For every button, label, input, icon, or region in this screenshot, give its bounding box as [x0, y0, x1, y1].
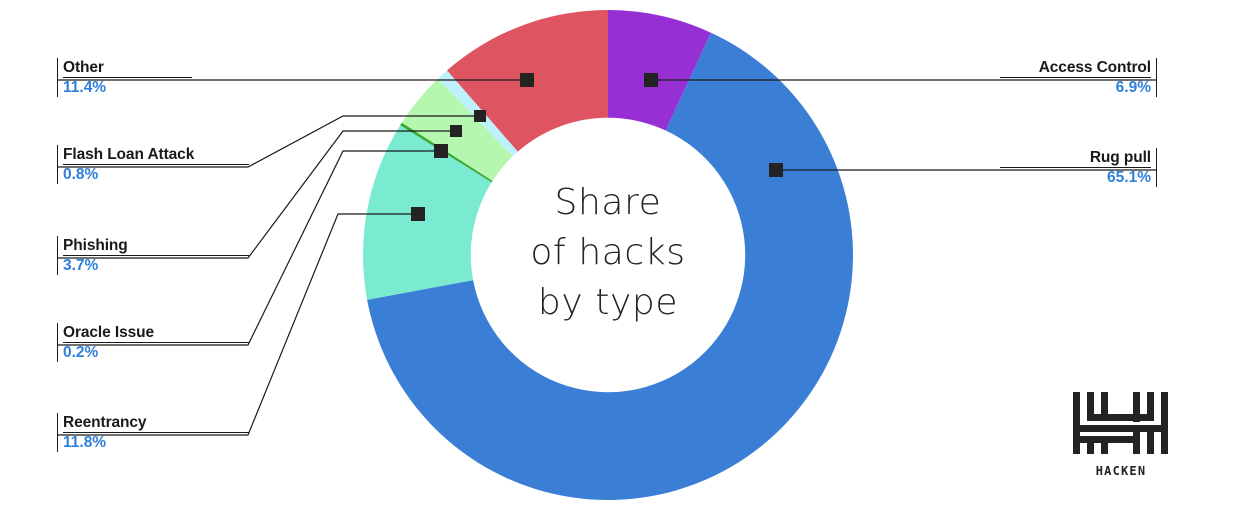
- callout-other-rule: [63, 77, 192, 78]
- donut-slice-reentrancy[interactable]: [363, 125, 492, 300]
- leader-marker-phishing: [450, 125, 462, 137]
- callout-oracle-issue[interactable]: Oracle Issue 0.2%: [57, 323, 249, 362]
- leader-marker-other: [520, 73, 534, 87]
- center-label-line-1: Share: [554, 182, 662, 223]
- donut-slice-access-control[interactable]: [608, 10, 712, 131]
- callout-phishing-name: Phishing: [63, 237, 128, 254]
- callout-reentrancy-name: Reentrancy: [63, 414, 147, 431]
- center-label-line-3: by type: [537, 282, 679, 323]
- donut-slice-rug-pull[interactable]: [367, 32, 854, 501]
- leader-marker-rug-pull: [769, 163, 783, 177]
- leader-marker-reentrancy: [411, 207, 425, 221]
- leader-line-reentrancy: [57, 213, 418, 436]
- callout-oracle-issue-rule: [63, 342, 249, 343]
- center-label: Share of hacks by type: [443, 178, 773, 328]
- callout-other-name: Other: [63, 59, 104, 76]
- callout-flash-loan-attack-name: Flash Loan Attack: [63, 146, 195, 163]
- callout-access-control[interactable]: Access Control 6.9%: [1000, 58, 1157, 97]
- leader-marker-access-control: [644, 73, 658, 87]
- callout-oracle-issue-value: 0.2%: [63, 344, 99, 361]
- callout-phishing-value: 3.7%: [63, 257, 99, 274]
- callout-reentrancy-rule: [63, 432, 249, 433]
- callout-rug-pull-value: 65.1%: [1107, 169, 1151, 186]
- callout-access-control-rule: [1000, 77, 1151, 78]
- hacken-logo: HACKEN: [1073, 392, 1169, 478]
- callout-phishing[interactable]: Phishing 3.7%: [57, 236, 249, 275]
- callout-rug-pull-rule: [1000, 167, 1151, 168]
- callout-other-value: 11.4%: [63, 79, 107, 96]
- callout-oracle-issue-name: Oracle Issue: [63, 324, 154, 341]
- callout-access-control-name: Access Control: [1038, 59, 1151, 76]
- callout-rug-pull-name: Rug pull: [1089, 149, 1151, 166]
- callout-phishing-rule: [63, 255, 249, 256]
- leader-line-phishing: [57, 130, 456, 259]
- center-label-line-2: of hacks: [530, 232, 686, 273]
- leader-line-oracle-issue: [57, 150, 441, 346]
- callout-flash-loan-attack-rule: [63, 164, 249, 165]
- hacken-wordmark: HACKEN: [1095, 464, 1147, 478]
- callout-reentrancy-value: 11.8%: [63, 434, 107, 451]
- callout-other[interactable]: Other 11.4%: [57, 58, 192, 97]
- leader-line-flash-loan-attack: [57, 115, 480, 168]
- callout-access-control-value: 6.9%: [1115, 79, 1151, 96]
- callout-reentrancy[interactable]: Reentrancy 11.8%: [57, 413, 249, 452]
- hacken-maze-logo-icon: [1073, 392, 1168, 454]
- callout-flash-loan-attack[interactable]: Flash Loan Attack 0.8%: [57, 145, 249, 184]
- leader-marker-oracle-issue: [434, 144, 448, 158]
- leader-marker-flash-loan-attack: [474, 110, 486, 122]
- callout-rug-pull[interactable]: Rug pull 65.1%: [1000, 148, 1157, 187]
- callout-flash-loan-attack-value: 0.8%: [63, 166, 99, 183]
